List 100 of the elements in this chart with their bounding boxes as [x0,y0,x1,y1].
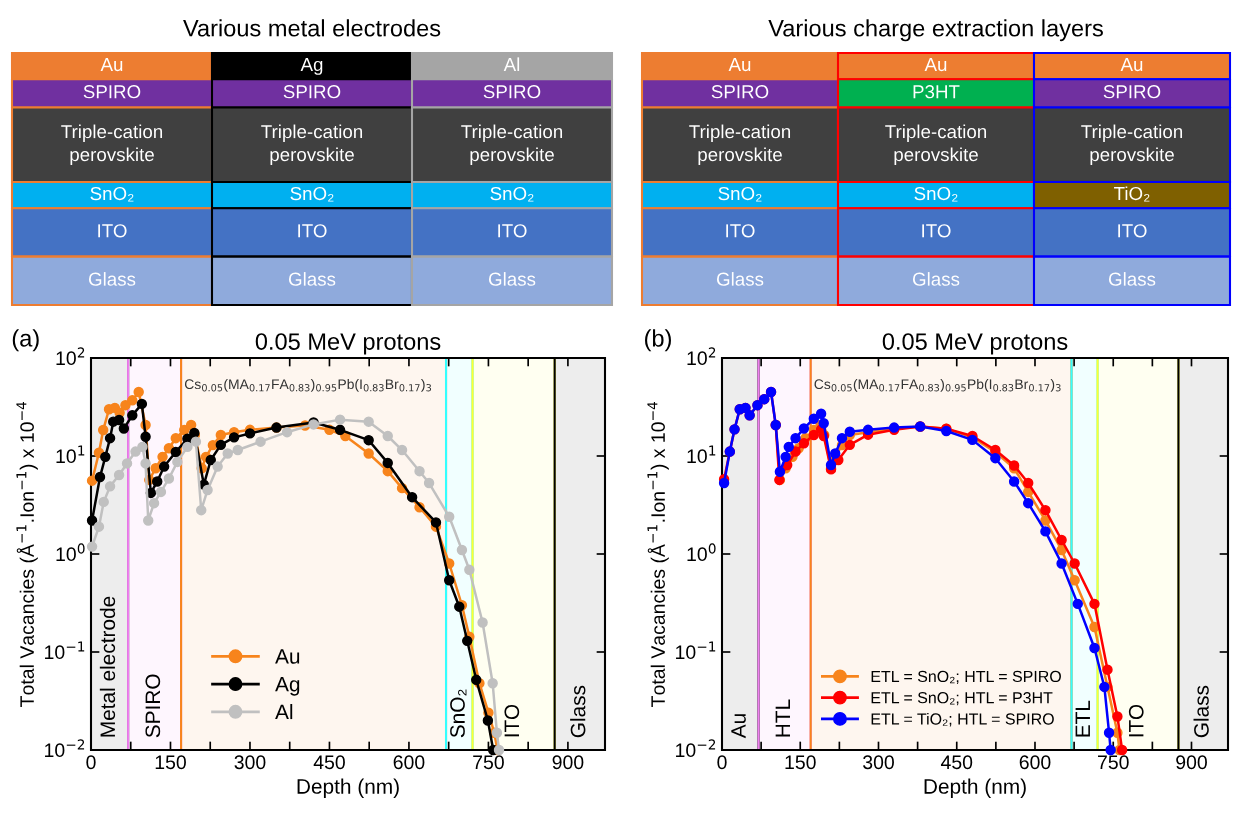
x-tick-label: 300 [863,755,894,770]
point [808,413,820,424]
legend-label: Ag [275,677,300,696]
point [462,635,473,647]
text: Glass [912,272,960,286]
point [774,466,786,478]
point [1112,711,1123,722]
y-axis-title: Total Vacancies (Å$^{−1}$.Ion$^{−1}$) x 10$^{−4}$ [647,402,669,707]
point [281,426,293,438]
point [228,432,240,443]
point [1008,476,1020,487]
point [334,414,346,425]
point [140,431,151,443]
band-label: ITO [504,704,520,737]
text: Au [1120,58,1143,72]
point [104,432,116,444]
text: Au [728,58,751,72]
text: SPIRO [483,85,541,99]
point [382,457,393,469]
text: Glass [1108,272,1156,286]
point [844,426,856,437]
y-tick-label: 10$^{2}$ [687,347,716,366]
band-label: ETL [1075,700,1090,737]
x-tick-label: 750 [1098,755,1129,770]
point [86,475,98,486]
point [829,448,841,459]
text: Al [503,57,520,71]
text: SPIRO [711,85,769,99]
point [1069,558,1080,569]
x-tick-label: 450 [940,755,973,770]
point [121,458,133,469]
x-tick-label: 450 [313,755,345,770]
point [1040,526,1051,537]
point [136,398,148,410]
point [172,456,183,468]
legend-label: ETL = TiO₂; HTL = SPIRO [871,712,1054,727]
point [157,451,168,463]
point [1089,598,1100,610]
text: Glass [288,272,336,286]
text: TiO₂ [1114,186,1150,202]
point [406,491,418,503]
point [1056,558,1067,569]
text: Au [100,58,123,72]
point [363,416,374,427]
point [127,395,138,406]
band-label: SnO₂ [450,689,467,738]
legend-label: ETL = SnO₂; HTL = P3HT [871,692,1053,706]
point [215,439,227,451]
point [190,436,202,447]
point [1105,744,1116,756]
x-tick-label: 900 [1176,755,1207,770]
x-tick-label: 150 [785,755,816,770]
x-tick-label: 0 [86,755,96,770]
x-tick-label: 600 [1019,755,1051,770]
point [255,436,266,447]
y-tick-label: 10$^{−2}$ [45,739,85,758]
point [143,515,154,526]
point [148,497,160,509]
point [1069,575,1080,586]
text: Triple-cation perovskite [689,124,791,165]
text: ITO [922,224,951,238]
text: Glass [716,272,764,286]
y-tick-label: 10$^{0}$ [56,543,85,562]
text: ITO [1118,224,1147,238]
text: SPIRO [283,85,341,99]
text: SnO₂ [490,186,534,202]
point [464,564,475,576]
text: Au [924,58,947,72]
point [414,465,425,477]
text: ITO [498,224,527,238]
point [158,461,170,472]
band-label: Glass [570,685,586,738]
text: Glass [488,272,536,286]
point [783,441,794,453]
point [363,448,374,459]
point [1102,664,1113,675]
text: SnO₂ [90,186,134,202]
point [222,448,233,459]
text: Various metal electrodes [183,19,441,37]
point [718,477,730,489]
band-label: Glass [1193,685,1209,738]
point [790,432,801,444]
point [163,473,175,484]
point [140,458,151,469]
text: SPIRO [83,85,141,99]
point [118,423,130,434]
point [170,432,181,444]
x-tick-label: 0 [717,755,727,770]
point [334,424,346,436]
point [382,430,393,442]
band-label: SPIRO [145,674,161,738]
point [97,424,109,436]
text: SnO₂ [290,186,334,202]
point [815,408,827,419]
text: Glass [88,272,136,286]
chart-title: 0.05 MeV protons [882,333,1068,355]
text: Ag [300,58,323,75]
point [798,438,810,449]
point [477,617,488,628]
text: ITO [298,224,327,238]
